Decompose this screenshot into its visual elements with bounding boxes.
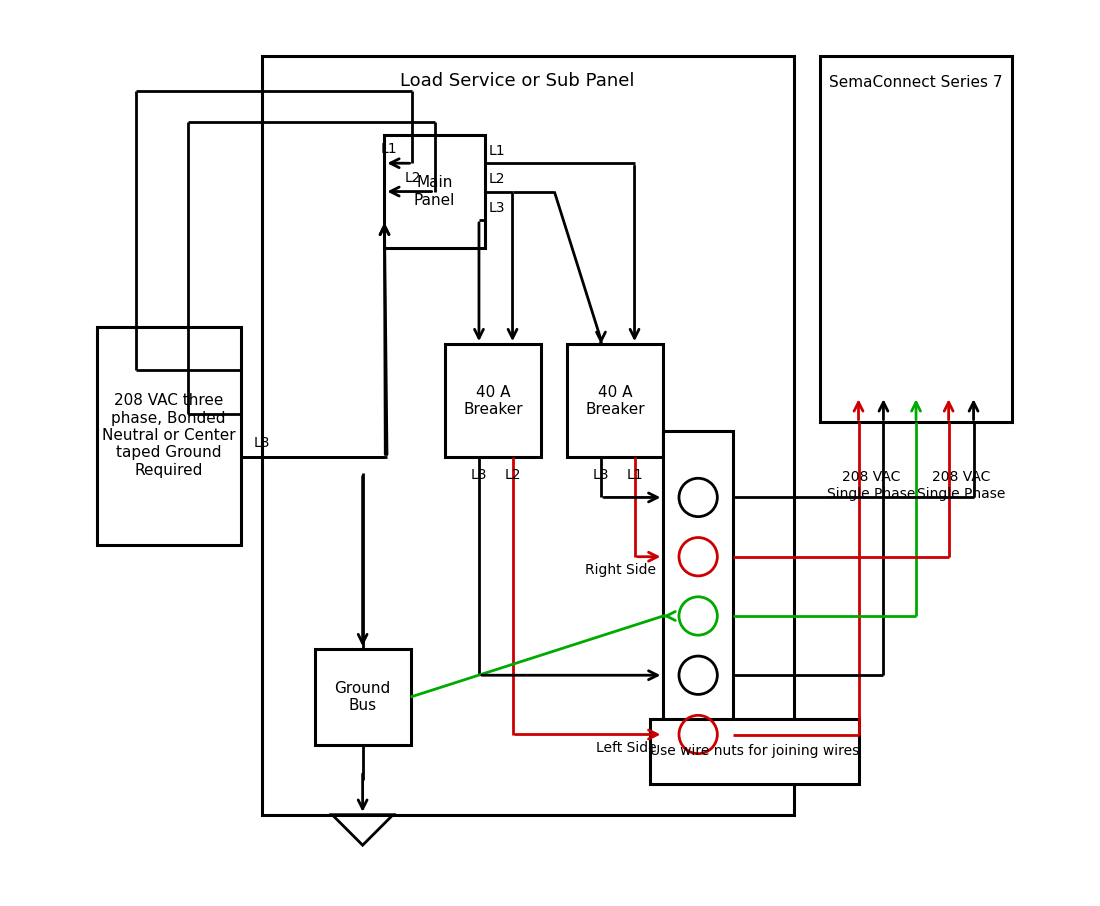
Text: L1: L1 <box>626 467 642 482</box>
Text: Main
Panel: Main Panel <box>414 176 455 207</box>
Text: 40 A
Breaker: 40 A Breaker <box>463 384 524 417</box>
Text: L3: L3 <box>471 467 487 482</box>
Bar <box>821 56 1012 422</box>
Text: 208 VAC
Single Phase: 208 VAC Single Phase <box>917 470 1005 501</box>
Bar <box>446 344 541 458</box>
Bar <box>650 718 859 785</box>
Bar <box>663 431 733 780</box>
Bar <box>568 344 663 458</box>
Text: L3: L3 <box>490 200 506 215</box>
Text: Use wire nuts for joining wires: Use wire nuts for joining wires <box>650 745 859 758</box>
Text: Left Side: Left Side <box>596 740 657 755</box>
Text: 40 A
Breaker: 40 A Breaker <box>585 384 646 417</box>
Text: SemaConnect Series 7: SemaConnect Series 7 <box>829 75 1003 90</box>
Text: L1: L1 <box>490 144 506 158</box>
Text: L3: L3 <box>254 437 271 450</box>
Text: L3: L3 <box>593 467 609 482</box>
Text: L1: L1 <box>381 142 397 156</box>
Text: L2: L2 <box>490 172 506 187</box>
Text: Load Service or Sub Panel: Load Service or Sub Panel <box>400 72 635 90</box>
Text: Right Side: Right Side <box>585 563 657 577</box>
Text: L2: L2 <box>405 170 421 185</box>
Text: 208 VAC three
phase, Bonded
Neutral or Center
taped Ground
Required: 208 VAC three phase, Bonded Neutral or C… <box>102 393 235 477</box>
Text: L2: L2 <box>504 467 520 482</box>
Text: Ground
Bus: Ground Bus <box>334 680 390 713</box>
Bar <box>97 327 241 545</box>
Text: 208 VAC
Single Phase: 208 VAC Single Phase <box>827 470 915 501</box>
Bar <box>315 649 410 745</box>
Bar <box>384 135 485 248</box>
Bar <box>263 56 794 814</box>
